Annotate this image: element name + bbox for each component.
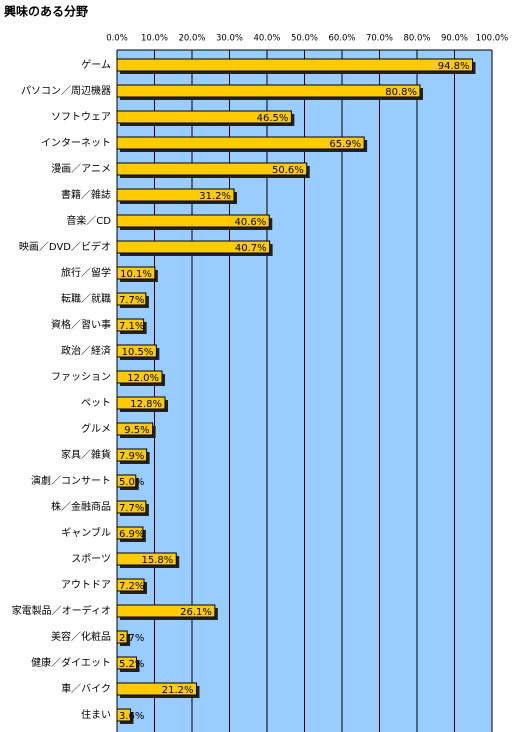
x-tick-label: 0.0%	[106, 34, 128, 44]
y-tick-label: 旅行／留学	[61, 266, 111, 279]
y-tick-label: 漫画／アニメ	[51, 163, 111, 175]
bar	[116, 162, 308, 176]
bar	[116, 422, 154, 436]
x-tick-label: 20.0%	[178, 34, 205, 44]
value-label: 50.6%	[272, 165, 304, 176]
bar	[116, 500, 147, 514]
bar	[116, 396, 166, 410]
x-tick-label: 100.0%	[476, 34, 508, 44]
bar	[116, 266, 156, 280]
bar	[116, 708, 131, 722]
y-tick-label: 転職／就職	[61, 292, 111, 305]
y-tick-label: 健康／ダイエット	[31, 656, 111, 669]
y-tick-label: パソコン／周辺機器	[21, 84, 111, 97]
bar	[116, 656, 137, 670]
bar	[116, 578, 145, 592]
value-label: 40.7%	[235, 243, 267, 254]
y-tick-label: 家具／雑貨	[61, 448, 111, 461]
value-label: 7.9%	[119, 451, 144, 462]
x-tick-label: 10.0%	[141, 34, 168, 44]
bar	[116, 110, 292, 124]
y-tick-label: ゲーム	[81, 59, 111, 71]
bar	[116, 188, 235, 202]
value-label: 46.5%	[257, 113, 289, 124]
value-label: 80.8%	[385, 87, 417, 98]
value-label: 7.2%	[119, 581, 144, 592]
value-label: 7.7%	[119, 295, 144, 306]
bar	[116, 136, 365, 150]
value-label: 7.1%	[119, 321, 144, 332]
y-tick-label: 政治／経済	[61, 344, 111, 357]
value-label: 15.8%	[141, 555, 173, 566]
value-label: 65.9%	[329, 139, 361, 150]
x-tick-label: 50.0%	[291, 34, 318, 44]
y-tick-label: 美容／化粧品	[51, 630, 111, 643]
bar	[116, 214, 270, 228]
bar	[116, 474, 137, 488]
value-label: 2.7%	[119, 633, 144, 644]
value-label: 10.5%	[122, 347, 154, 358]
x-tick-label: 60.0%	[328, 34, 355, 44]
y-tick-label: インターネット	[41, 137, 111, 149]
y-tick-label: グルメ	[81, 422, 111, 435]
value-label: 12.0%	[127, 373, 159, 384]
bar	[116, 630, 128, 644]
y-tick-label: ファッション	[51, 372, 111, 383]
value-label: 94.8%	[438, 61, 470, 72]
bar	[116, 240, 271, 254]
value-label: 6.9%	[119, 529, 144, 540]
y-tick-label: スポーツ	[71, 553, 111, 565]
bar	[116, 526, 144, 540]
x-tick-label: 30.0%	[216, 34, 243, 44]
value-label: 31.2%	[199, 191, 231, 202]
value-label: 21.2%	[162, 685, 194, 696]
y-tick-label: 映画／DVD／ビデオ	[19, 240, 111, 253]
value-label: 3.6%	[119, 711, 144, 722]
bar	[116, 604, 216, 618]
chart-title: 興味のある分野	[4, 4, 88, 19]
y-tick-label: 家電製品／オーディオ	[12, 604, 111, 617]
value-label: 9.5%	[124, 425, 149, 436]
y-tick-label: 住まい	[81, 708, 111, 721]
y-tick-label: 車／バイク	[61, 682, 111, 695]
y-tick-label: 書籍／雑誌	[61, 188, 111, 201]
x-tick-label: 80.0%	[403, 34, 430, 44]
value-label: 12.8%	[130, 399, 162, 410]
y-tick-label: ソフトウェア	[51, 111, 111, 123]
y-tick-label: 株／金融商品	[51, 500, 111, 513]
y-tick-label: 資格／習い事	[51, 318, 111, 331]
y-tick-label: ギャンブル	[61, 526, 111, 539]
value-label: 5.2%	[119, 659, 144, 670]
value-label: 7.7%	[119, 503, 144, 514]
y-tick-label: 演劇／コンサート	[31, 474, 111, 487]
y-tick-label: アウトドア	[61, 579, 111, 591]
bar	[116, 318, 145, 332]
x-tick-label: 40.0%	[253, 34, 280, 44]
bar	[116, 682, 197, 696]
bar	[116, 58, 473, 72]
value-label: 10.1%	[120, 269, 152, 280]
value-label: 5.0%	[119, 477, 144, 488]
bar	[116, 448, 148, 462]
value-label: 40.6%	[234, 217, 266, 228]
bar	[116, 292, 147, 306]
bar	[116, 84, 421, 98]
bar	[116, 344, 157, 358]
y-tick-label: ペット	[81, 398, 111, 409]
x-tick-label: 90.0%	[441, 34, 468, 44]
x-tick-label: 70.0%	[366, 34, 393, 44]
bar	[116, 552, 177, 566]
value-label: 26.1%	[180, 607, 212, 618]
y-tick-label: 音楽／CD	[66, 214, 111, 227]
bar	[116, 370, 163, 384]
